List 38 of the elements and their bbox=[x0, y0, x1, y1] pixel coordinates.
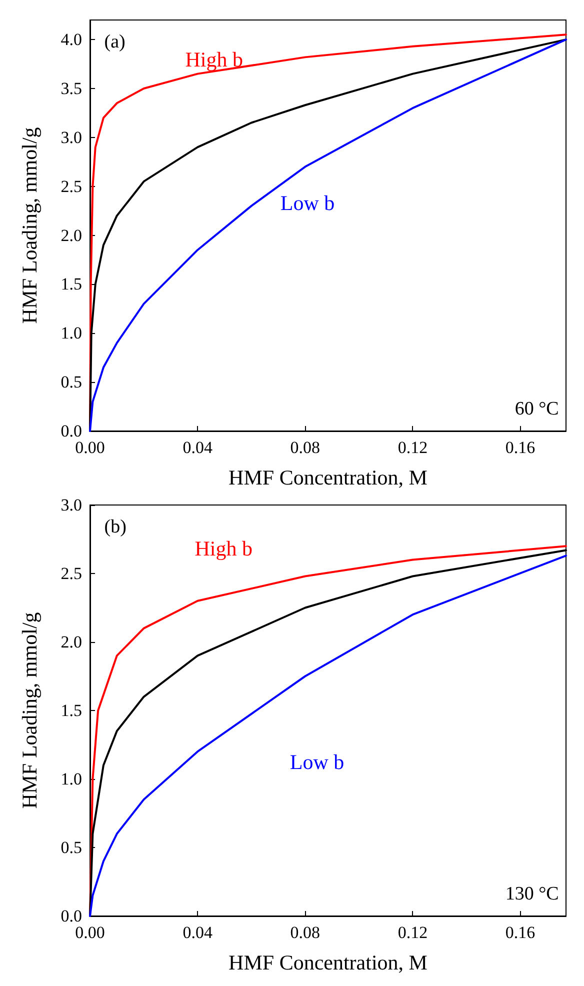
annotation: (a) bbox=[104, 31, 126, 52]
x-tick-label: 0.08 bbox=[290, 438, 320, 457]
y-tick-label: 1.5 bbox=[60, 274, 82, 294]
x-axis-title: HMF Concentration, M bbox=[228, 950, 428, 974]
x-tick-label: 0.16 bbox=[505, 923, 536, 942]
x-tick-label: 0.00 bbox=[75, 923, 105, 942]
x-tick-label: 0.08 bbox=[290, 923, 320, 942]
x-axis-title: HMF Concentration, M bbox=[228, 466, 428, 490]
y-tick-label: 3.0 bbox=[60, 128, 82, 147]
annotation: (b) bbox=[104, 516, 126, 538]
x-tick-label: 0.04 bbox=[182, 923, 213, 942]
annotation: 130 °C bbox=[505, 884, 559, 905]
annotation: Low b bbox=[290, 750, 344, 774]
x-tick-label: 0.12 bbox=[398, 923, 428, 942]
annotation: High b bbox=[194, 536, 252, 560]
annotation: High b bbox=[185, 47, 243, 72]
y-tick-label: 1.5 bbox=[60, 701, 82, 720]
y-tick-label: 0.0 bbox=[60, 422, 82, 440]
y-tick-label: 4.0 bbox=[60, 30, 82, 50]
y-tick-label: 2.5 bbox=[60, 176, 82, 196]
y-tick-label: 0.5 bbox=[60, 838, 82, 857]
y-axis-title: HMF Loading, mmol/g bbox=[18, 612, 42, 809]
x-tick-label: 0.16 bbox=[505, 438, 536, 457]
x-tick-label: 0.04 bbox=[182, 438, 213, 457]
x-tick-label: 0.12 bbox=[398, 438, 428, 457]
y-tick-label: 2.0 bbox=[60, 226, 82, 245]
y-tick-label: 1.0 bbox=[60, 324, 82, 343]
y-tick-label: 2.0 bbox=[60, 632, 82, 652]
y-tick-label: 3.0 bbox=[60, 496, 82, 514]
x-tick-label: 0.00 bbox=[75, 438, 105, 457]
annotation: 60 °C bbox=[514, 398, 559, 420]
y-axis-title: HMF Loading, mmol/g bbox=[18, 126, 42, 324]
y-tick-label: 1.0 bbox=[60, 770, 82, 788]
y-tick-label: 0.0 bbox=[60, 906, 82, 926]
y-tick-label: 0.5 bbox=[60, 372, 82, 392]
y-tick-label: 3.5 bbox=[60, 79, 82, 98]
annotation: Low b bbox=[280, 191, 335, 216]
y-tick-label: 2.5 bbox=[60, 564, 82, 583]
